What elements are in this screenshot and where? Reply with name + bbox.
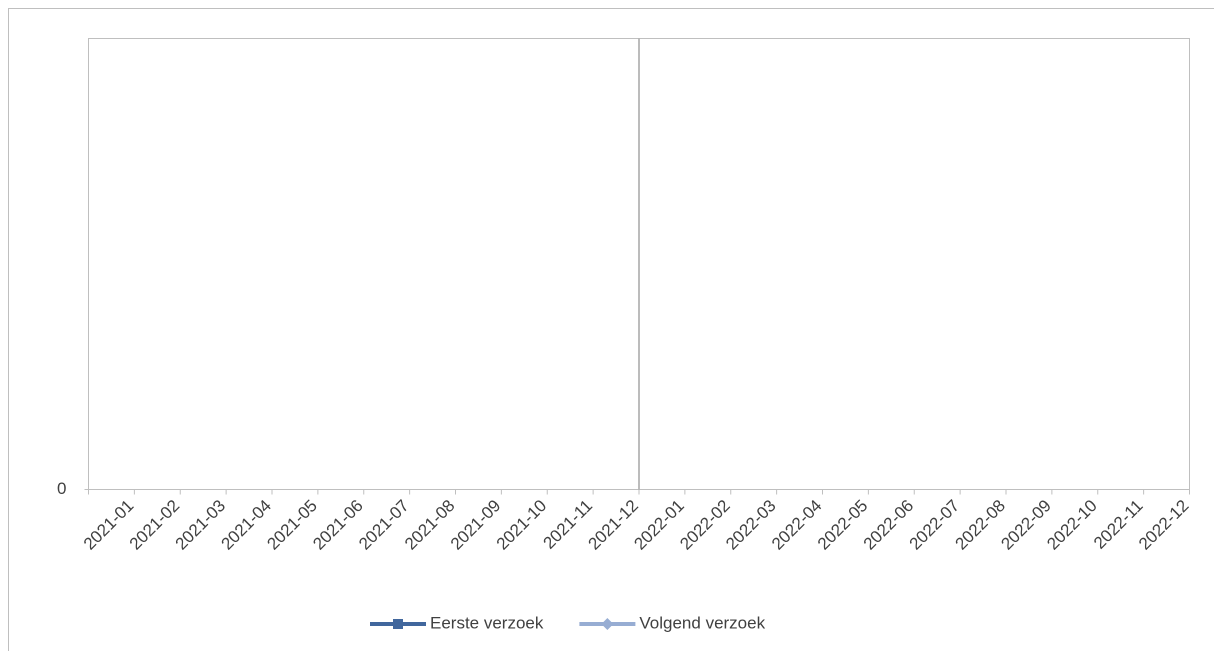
x-tick-label: 2021-07 — [355, 496, 413, 554]
x-tick-label: 2021-04 — [218, 496, 276, 554]
x-tick-label: 2022-06 — [860, 496, 918, 554]
x-tick-label: 2022-07 — [906, 496, 964, 554]
legend-label: Volgend verzoek — [639, 613, 765, 632]
x-tick-label: 2021-08 — [401, 496, 459, 554]
marker — [601, 618, 614, 630]
chart-frame — [8, 8, 1214, 651]
x-tick-label: 2021-03 — [172, 496, 230, 554]
x-tick-label: 2022-08 — [952, 496, 1010, 554]
x-tick-label: 2021-02 — [126, 496, 184, 554]
x-tick-label: 2022-01 — [630, 496, 688, 554]
legend-label: Eerste verzoek — [430, 613, 544, 632]
x-tick-label: 2021-09 — [447, 496, 505, 554]
y-tick-label: 0 — [57, 479, 66, 498]
x-tick-label: 2021-06 — [309, 496, 367, 554]
x-tick-label: 2021-01 — [80, 496, 138, 554]
x-tick-label: 2022-09 — [997, 496, 1055, 554]
x-tick-label: 2022-10 — [1043, 496, 1101, 554]
x-tick-label: 2022-05 — [814, 496, 872, 554]
x-tick-label: 2021-05 — [263, 496, 321, 554]
x-tick-label: 2022-02 — [676, 496, 734, 554]
x-tick-label: 2022-04 — [768, 496, 826, 554]
x-tick-label: 2022-12 — [1135, 496, 1193, 554]
marker — [393, 619, 403, 629]
x-tick-label: 2021-10 — [493, 496, 551, 554]
x-tick-label: 2021-12 — [585, 496, 643, 554]
x-tick-label: 2022-03 — [722, 496, 780, 554]
